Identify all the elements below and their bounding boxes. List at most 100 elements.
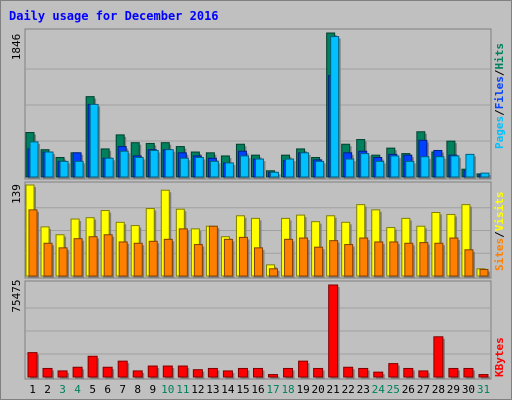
kbytes-bar-fill xyxy=(222,370,233,378)
kbytes-bar xyxy=(388,363,400,379)
sites-bar-fill xyxy=(118,241,128,277)
legend-separator: / xyxy=(493,109,506,116)
sites-bar-fill xyxy=(284,238,294,277)
pages-bar-fill xyxy=(270,171,280,178)
kbytes-bar-fill xyxy=(358,367,369,378)
kbytes-bar-fill xyxy=(177,365,188,378)
pages-bar-fill xyxy=(254,158,264,178)
kbytes-bar-fill xyxy=(147,365,158,378)
pages-bar-fill xyxy=(435,156,445,178)
kbytes-bar xyxy=(132,370,145,379)
sites-bar xyxy=(118,241,130,278)
sites-bar-fill xyxy=(163,238,173,277)
kbytes-bar-fill xyxy=(328,284,339,378)
sites-bar xyxy=(269,268,280,278)
kbytes-bar xyxy=(207,367,220,379)
pages-bar xyxy=(405,160,416,179)
day-label: 28 xyxy=(432,383,445,396)
pages-bar xyxy=(480,172,491,179)
kbytes-bar xyxy=(358,367,370,379)
legend-hits: Hits xyxy=(493,43,506,70)
pages-bar xyxy=(435,156,446,179)
sites-bar-fill xyxy=(253,247,263,277)
sites-bar-fill xyxy=(58,247,68,277)
sites-bar xyxy=(163,238,175,278)
pages-bar xyxy=(179,157,191,179)
pages-bar-fill xyxy=(194,156,204,178)
pages-bar-fill xyxy=(134,156,144,178)
sites-bar xyxy=(284,238,295,278)
sites-bar-fill xyxy=(299,237,309,277)
kbytes-bar xyxy=(403,367,415,379)
kbytes-bar xyxy=(27,352,39,379)
pages-bar xyxy=(29,141,40,179)
pages-bar xyxy=(104,157,116,179)
pages-bar-fill xyxy=(44,151,54,178)
pages-bar xyxy=(360,153,371,179)
kbytes-bar xyxy=(478,374,490,379)
pages-bar-fill xyxy=(89,103,99,178)
kbytes-bar-fill xyxy=(132,370,143,378)
kbytes-bar-shadow xyxy=(480,376,490,379)
day-label: 4 xyxy=(74,383,81,396)
pages-bar xyxy=(315,160,326,179)
y-max-label: 1846 xyxy=(10,34,23,61)
pages-bar-fill xyxy=(179,157,189,178)
kbytes-bar xyxy=(343,366,355,379)
kbytes-bar-fill xyxy=(117,360,128,378)
sites-bar xyxy=(299,237,310,278)
pages-bar-fill xyxy=(104,157,114,178)
pages-bar-fill xyxy=(465,153,475,178)
pages-bar-fill xyxy=(450,155,460,178)
pages-bar xyxy=(270,171,281,179)
kbytes-bar xyxy=(268,374,280,379)
kbytes-bar xyxy=(237,367,250,379)
sites-bar-fill xyxy=(359,237,369,277)
day-label: 27 xyxy=(417,383,430,396)
sites-bar-fill xyxy=(314,246,324,277)
day-label: 5 xyxy=(89,383,96,396)
pages-bar xyxy=(74,160,86,179)
legend-kbytes: KBytes xyxy=(493,337,506,377)
sites-bar xyxy=(193,244,205,278)
visits-sites-bars xyxy=(25,184,491,278)
hits-files-pages-bars xyxy=(25,32,491,179)
kbytes-bar xyxy=(177,365,190,379)
pages-bar-fill xyxy=(300,152,310,178)
kbytes-bar-fill xyxy=(252,367,263,378)
visits-sites-panel: 139 Sites/Visits xyxy=(10,181,506,279)
sites-bar xyxy=(449,237,460,278)
sites-bar-fill xyxy=(479,268,489,277)
pages-bar-fill xyxy=(74,160,84,178)
kbytes-bar-fill xyxy=(283,367,294,378)
y-max-label: 75475 xyxy=(10,279,23,312)
sites-bar xyxy=(404,242,415,278)
sites-bar-fill xyxy=(193,244,203,277)
sites-bar xyxy=(359,237,370,278)
sites-bar-fill xyxy=(208,225,218,277)
sites-bar-fill xyxy=(419,242,429,277)
sites-bar xyxy=(238,236,250,278)
kbytes-bar xyxy=(162,365,175,379)
legend-text: Pages/Files/Hits xyxy=(493,43,506,149)
sites-bar xyxy=(103,234,115,278)
pages-bar xyxy=(254,158,266,179)
sites-bar xyxy=(419,242,430,278)
kbytes-bar xyxy=(418,370,430,379)
pages-bar-fill xyxy=(59,160,69,178)
pages-bar xyxy=(450,155,461,179)
pages-bar-fill xyxy=(390,155,400,178)
kbytes-bar xyxy=(117,360,130,379)
legend-separator: / xyxy=(493,69,506,76)
kbytes-bar-fill xyxy=(418,370,429,378)
sites-bar xyxy=(43,242,55,278)
sites-bar-fill xyxy=(148,240,158,277)
kbytes-bar xyxy=(147,365,160,379)
day-label: 24 xyxy=(372,383,386,396)
sites-bar-fill xyxy=(434,242,444,277)
day-label: 18 xyxy=(281,383,294,396)
kbytes-bar xyxy=(72,366,85,379)
pages-bar xyxy=(285,158,296,179)
